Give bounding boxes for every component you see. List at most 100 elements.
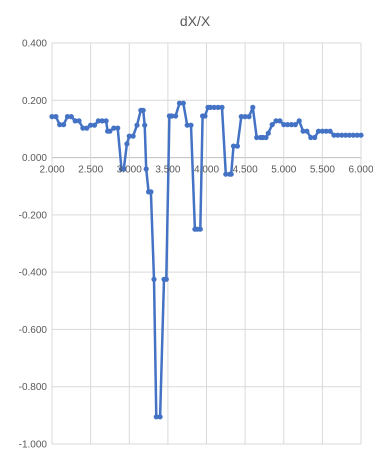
data-point bbox=[292, 122, 298, 128]
data-point bbox=[358, 132, 364, 138]
x-tick-label: 6.000 bbox=[348, 165, 373, 176]
data-point bbox=[115, 125, 121, 131]
y-tick-label: 0.200 bbox=[22, 96, 47, 107]
data-point bbox=[242, 114, 248, 120]
x-tick-label: 4.500 bbox=[233, 165, 258, 176]
x-tick-label: 3.000 bbox=[117, 165, 142, 176]
data-point bbox=[134, 122, 140, 128]
data-point bbox=[88, 122, 94, 128]
data-point bbox=[304, 128, 310, 134]
data-point bbox=[143, 166, 149, 172]
x-tick-label: 3.500 bbox=[155, 165, 180, 176]
y-tick-label: -0.200 bbox=[19, 210, 48, 221]
data-point bbox=[142, 122, 148, 128]
grid-layer bbox=[51, 42, 362, 445]
data-point bbox=[157, 414, 163, 420]
data-point bbox=[250, 104, 256, 110]
data-point bbox=[180, 100, 186, 106]
data-point bbox=[151, 276, 157, 282]
data-point bbox=[254, 134, 260, 141]
data-point bbox=[107, 128, 113, 134]
data-point bbox=[346, 132, 352, 138]
data-point bbox=[285, 122, 291, 128]
data-point bbox=[228, 171, 234, 177]
data-point bbox=[207, 104, 213, 110]
data-point bbox=[103, 118, 109, 124]
data-point bbox=[91, 122, 98, 128]
data-point bbox=[140, 107, 146, 113]
data-point bbox=[327, 128, 333, 134]
data-point bbox=[130, 133, 136, 139]
x-tick-label: 5.000 bbox=[271, 165, 296, 176]
data-point bbox=[319, 128, 325, 134]
data-point bbox=[176, 100, 183, 106]
data-point bbox=[197, 226, 203, 232]
data-point bbox=[269, 122, 275, 128]
data-point bbox=[64, 114, 71, 120]
data-point bbox=[219, 104, 225, 110]
data-point bbox=[61, 122, 67, 128]
data-point bbox=[230, 143, 237, 149]
y-tick-label: 0.000 bbox=[22, 153, 47, 164]
data-point bbox=[57, 122, 63, 128]
data-point bbox=[343, 132, 349, 138]
data-point bbox=[215, 104, 221, 110]
data-point bbox=[312, 134, 318, 141]
y-tick-label: -0.800 bbox=[19, 382, 48, 393]
data-point bbox=[273, 118, 279, 124]
data-point bbox=[315, 128, 322, 134]
data-point bbox=[308, 134, 314, 141]
data-point bbox=[234, 143, 240, 149]
y-tick-label: -0.600 bbox=[19, 325, 48, 336]
data-point bbox=[202, 113, 208, 119]
data-point bbox=[300, 128, 306, 134]
chart-title: dX/X bbox=[180, 13, 211, 29]
data-point bbox=[111, 125, 117, 131]
data-point bbox=[84, 125, 90, 131]
y-tick-label: -1.000 bbox=[19, 440, 48, 451]
data-point bbox=[153, 414, 159, 420]
data-point bbox=[188, 122, 194, 128]
data-point bbox=[265, 130, 271, 136]
y-axis-tick-labels: 0.400 0.200 0.000 -0.200 -0.400 -0.600 -0.800 -… bbox=[19, 39, 48, 451]
data-point bbox=[281, 122, 287, 128]
data-point bbox=[95, 118, 101, 124]
data-point bbox=[246, 114, 252, 120]
data-point bbox=[126, 133, 132, 139]
data-point bbox=[296, 118, 302, 124]
x-tick-label: 5.500 bbox=[310, 165, 335, 176]
data-point bbox=[223, 171, 229, 177]
x-tick-label: 4.000 bbox=[194, 165, 219, 176]
data-point bbox=[72, 118, 78, 124]
data-point bbox=[354, 132, 360, 138]
data-point bbox=[68, 114, 74, 120]
data-point bbox=[53, 114, 59, 120]
series-layer bbox=[49, 100, 364, 420]
data-point bbox=[184, 122, 190, 128]
data-point bbox=[277, 118, 283, 124]
data-point bbox=[169, 113, 175, 119]
data-point bbox=[163, 276, 169, 282]
data-point bbox=[121, 166, 127, 172]
data-point bbox=[350, 132, 356, 138]
data-point bbox=[288, 122, 295, 128]
data-point bbox=[173, 113, 179, 119]
data-point bbox=[124, 141, 130, 147]
x-tick-label: 2.500 bbox=[78, 165, 103, 176]
y-tick-label: -0.400 bbox=[19, 268, 48, 279]
data-point bbox=[99, 118, 105, 124]
data-point bbox=[339, 132, 345, 138]
data-point bbox=[211, 104, 217, 110]
data-point bbox=[263, 134, 269, 141]
data-point bbox=[335, 132, 341, 138]
data-point bbox=[148, 189, 154, 195]
x-tick-label: 2.000 bbox=[39, 165, 64, 176]
data-point bbox=[331, 132, 337, 138]
data-point bbox=[76, 118, 82, 124]
data-point bbox=[238, 114, 244, 120]
data-point bbox=[80, 125, 86, 131]
data-point bbox=[323, 128, 329, 134]
x-axis-tick-labels: 2.000 2.500 3.000 3.500 4.000 4.500 5.000 5.500… bbox=[39, 165, 373, 176]
